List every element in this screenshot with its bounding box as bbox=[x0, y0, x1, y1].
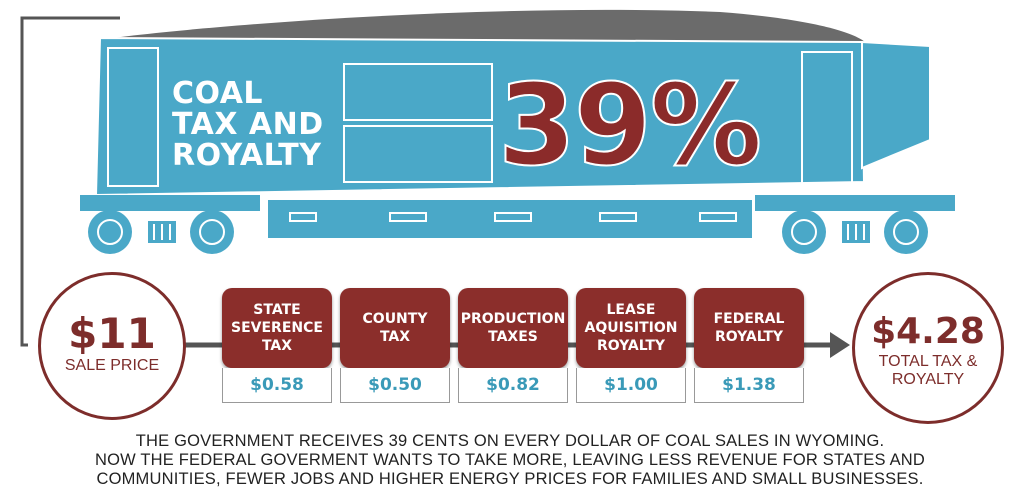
tax-box-state-severence: STATE SEVERENCE TAX $0.58 bbox=[222, 288, 332, 404]
caption-line: COMMUNITIES, FEWER JOBS AND HIGHER ENERG… bbox=[96, 470, 924, 488]
caption: THE GOVERNMENT RECEIVES 39 CENTS ON EVER… bbox=[40, 432, 980, 489]
percent-figure: 39% bbox=[497, 61, 763, 191]
tax-value: $0.82 bbox=[458, 368, 568, 403]
total-label-line2: ROYALTY bbox=[891, 371, 965, 388]
tax-box-lease-aquisition: LEASE AQUISITION ROYALTY $1.00 bbox=[576, 288, 686, 404]
tax-name: COUNTY TAX bbox=[340, 288, 450, 368]
sale-price-label: SALE PRICE bbox=[64, 357, 160, 374]
coal-tax-royalty-label: COAL TAX AND ROYALTY bbox=[172, 78, 324, 171]
sale-price-amount: $11 bbox=[68, 309, 156, 358]
coal-railcar-illustration bbox=[80, 9, 955, 254]
tax-name: PRODUCTION TAXES bbox=[458, 288, 568, 368]
tax-box-county: COUNTY TAX $0.50 bbox=[340, 288, 450, 404]
sale-price-circle: $11 SALE PRICE bbox=[38, 272, 186, 420]
tax-value: $1.38 bbox=[694, 368, 804, 403]
tax-name: STATE SEVERENCE TAX bbox=[222, 288, 332, 368]
tax-value: $1.00 bbox=[576, 368, 686, 403]
tax-name: LEASE AQUISITION ROYALTY bbox=[576, 288, 686, 368]
total-label-line1: TOTAL TAX & bbox=[878, 353, 978, 370]
label-line: TAX AND bbox=[172, 107, 324, 142]
label-line: ROYALTY bbox=[172, 138, 322, 173]
tax-name: FEDERAL ROYALTY bbox=[694, 288, 804, 368]
tax-box-production: PRODUCTION TAXES $0.82 bbox=[458, 288, 568, 404]
label-line: COAL bbox=[172, 76, 264, 111]
caption-line: THE GOVERNMENT RECEIVES 39 CENTS ON EVER… bbox=[135, 432, 885, 450]
tax-value: $0.58 bbox=[222, 368, 332, 403]
total-amount: $4.28 bbox=[871, 311, 985, 352]
tax-value: $0.50 bbox=[340, 368, 450, 403]
tax-box-federal: FEDERAL ROYALTY $1.38 bbox=[694, 288, 804, 404]
caption-line: NOW THE FEDERAL GOVERMENT WANTS TO TAKE … bbox=[94, 451, 926, 469]
total-circle: $4.28 TOTAL TAX & ROYALTY bbox=[852, 272, 1004, 424]
